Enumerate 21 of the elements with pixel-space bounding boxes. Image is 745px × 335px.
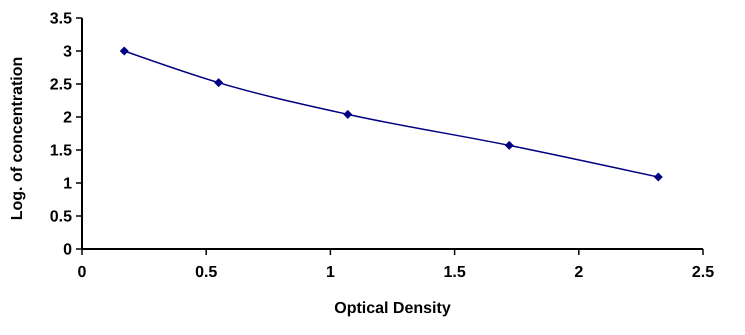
x-tick-label: 1 [326, 264, 335, 281]
x-tick-label: 0 [78, 264, 87, 281]
x-tick-label: 2 [574, 264, 584, 281]
y-tick-label: 1.5 [50, 142, 72, 160]
x-tick-label: 2.5 [692, 264, 714, 281]
y-axis-title: Log. of concentration [9, 56, 26, 220]
x-axis-title: Optical Density [334, 300, 451, 317]
point [214, 78, 224, 88]
point [120, 46, 129, 56]
y-tick-label: 0.5 [50, 208, 72, 226]
y-tick-label: 2.5 [50, 76, 72, 94]
x-tick-label: 1.5 [443, 264, 466, 281]
point [654, 172, 663, 182]
y-tick-label: 1 [63, 176, 72, 193]
y-tick-label: 3.5 [50, 10, 72, 28]
x-tick-label: 0.5 [195, 264, 218, 281]
y-tick-label: 0 [63, 242, 72, 259]
y-tick-label: 3 [63, 44, 72, 61]
point [343, 110, 352, 119]
point [504, 140, 514, 150]
y-tick-label: 2 [63, 110, 72, 127]
